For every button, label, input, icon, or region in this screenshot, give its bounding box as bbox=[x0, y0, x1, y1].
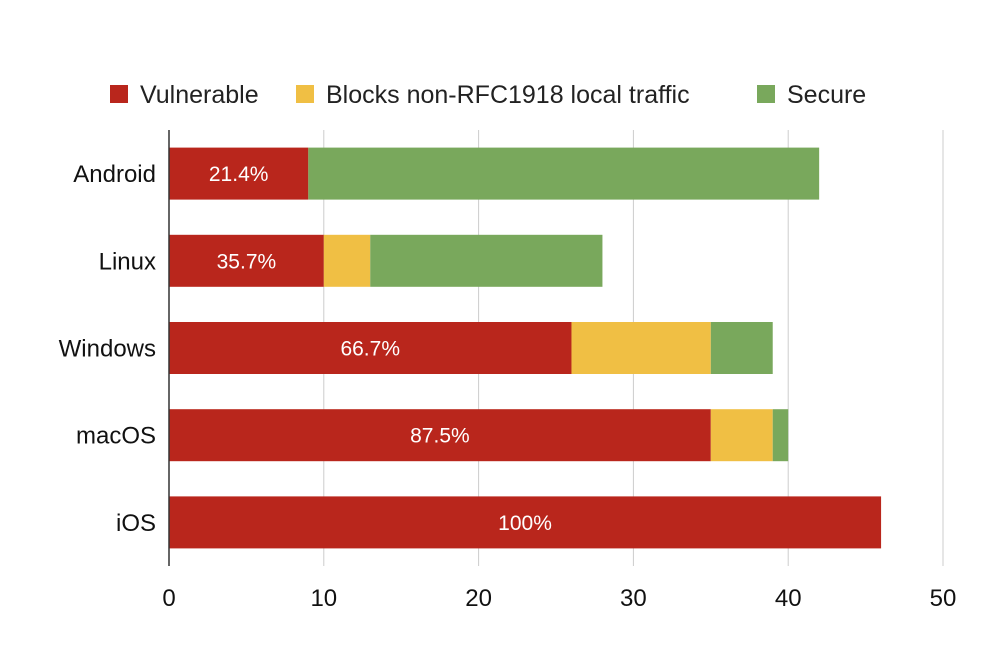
category-label: Android bbox=[73, 161, 156, 188]
bar-segment-macos-secure bbox=[772, 409, 789, 462]
bar-segment-windows-vulnerable bbox=[169, 322, 572, 374]
bar-segment-ios-vulnerable bbox=[169, 496, 882, 549]
data-label: 66.7% bbox=[340, 338, 400, 361]
data-label: 21.4% bbox=[209, 163, 269, 186]
bar-segment-linux-secure bbox=[370, 234, 603, 287]
bar-segment-linux-vulnerable bbox=[169, 234, 324, 287]
bar-segment-macos-blocks-non-rfc1918-local-traffic bbox=[710, 409, 773, 462]
legend-item-secure[interactable]: Secure bbox=[757, 81, 866, 109]
x-tick-label: 20 bbox=[465, 585, 492, 612]
category-label: iOS bbox=[116, 510, 156, 537]
legend-label: Blocks non-RFC1918 local traffic bbox=[326, 81, 690, 109]
bar-segment-windows-blocks-non-rfc1918-local-traffic bbox=[571, 322, 711, 374]
bar-segment-windows-secure bbox=[710, 322, 773, 374]
x-tick-label: 10 bbox=[310, 585, 337, 612]
category-label: macOS bbox=[76, 423, 156, 450]
category-label: Linux bbox=[99, 248, 156, 275]
x-tick-label: 40 bbox=[775, 585, 802, 612]
x-tick-label: 50 bbox=[930, 585, 957, 612]
legend-label: Secure bbox=[787, 81, 866, 109]
legend-swatch bbox=[110, 85, 128, 103]
data-label: 100% bbox=[498, 512, 552, 535]
legend-label: Vulnerable bbox=[140, 81, 259, 109]
data-label: 87.5% bbox=[410, 425, 470, 448]
legend-item-vulnerable[interactable]: Vulnerable bbox=[110, 81, 259, 109]
x-tick-labels: 0 10 20 30 40 50 bbox=[162, 585, 956, 612]
bars: 21.4% 35.7% 66.7% 87.5% 100% bbox=[169, 147, 882, 549]
bar-segment-android-vulnerable bbox=[169, 147, 309, 200]
legend-swatch bbox=[296, 85, 314, 103]
legend-swatch bbox=[757, 85, 775, 103]
x-tick-label: 30 bbox=[620, 585, 647, 612]
x-tick-label: 0 bbox=[162, 585, 175, 612]
category-labels: Android Linux Windows macOS iOS bbox=[59, 161, 156, 537]
legend-item-blocks-non-rfc1918-local-traffic[interactable]: Blocks non-RFC1918 local traffic bbox=[296, 81, 690, 109]
bar-segment-linux-blocks-non-rfc1918-local-traffic bbox=[323, 234, 371, 287]
bar-segment-macos-vulnerable bbox=[169, 409, 711, 462]
bar-segment-android-secure bbox=[308, 147, 820, 200]
legend: Vulnerable Blocks non-RFC1918 local traff… bbox=[110, 81, 866, 109]
data-label: 35.7% bbox=[217, 250, 277, 273]
category-label: Windows bbox=[59, 336, 156, 363]
